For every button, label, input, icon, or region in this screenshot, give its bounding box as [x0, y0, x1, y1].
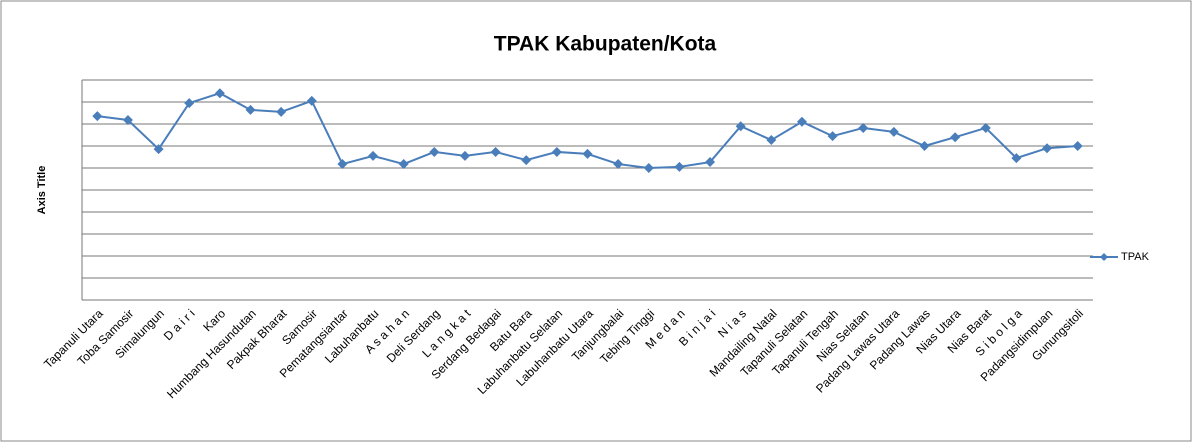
point-marker — [674, 161, 685, 172]
point-marker — [766, 135, 777, 146]
point-marker — [1042, 143, 1053, 154]
legend-marker — [1100, 253, 1108, 261]
point-marker — [796, 116, 807, 127]
point-marker — [888, 126, 899, 137]
point-marker — [214, 88, 225, 99]
legend-label: TPAK — [1121, 251, 1150, 263]
point-marker — [582, 148, 593, 159]
point-marker — [122, 115, 133, 126]
point-marker — [980, 122, 991, 133]
point-marker — [919, 141, 930, 151]
point-marker — [459, 150, 470, 161]
point-marker — [153, 144, 164, 155]
point-marker — [858, 122, 869, 133]
chart-title: TPAK Kabupaten/Kota — [494, 33, 717, 56]
point-marker — [551, 146, 562, 157]
point-marker — [184, 98, 195, 109]
point-marker — [490, 146, 501, 157]
point-marker — [705, 157, 716, 168]
point-marker — [1072, 141, 1083, 151]
point-marker — [368, 150, 379, 161]
point-marker — [643, 163, 654, 173]
point-marker — [521, 155, 532, 166]
point-marker — [429, 146, 440, 157]
point-marker — [735, 121, 746, 132]
point-marker — [613, 159, 624, 170]
point-marker — [1011, 153, 1022, 164]
y-axis-title: Axis Title — [36, 166, 48, 215]
point-marker — [306, 95, 317, 106]
point-marker — [245, 104, 256, 115]
point-marker — [950, 132, 961, 143]
point-marker — [276, 106, 287, 117]
point-marker — [337, 159, 348, 170]
point-marker — [398, 159, 409, 170]
point-marker — [92, 111, 103, 122]
point-marker — [827, 131, 838, 142]
